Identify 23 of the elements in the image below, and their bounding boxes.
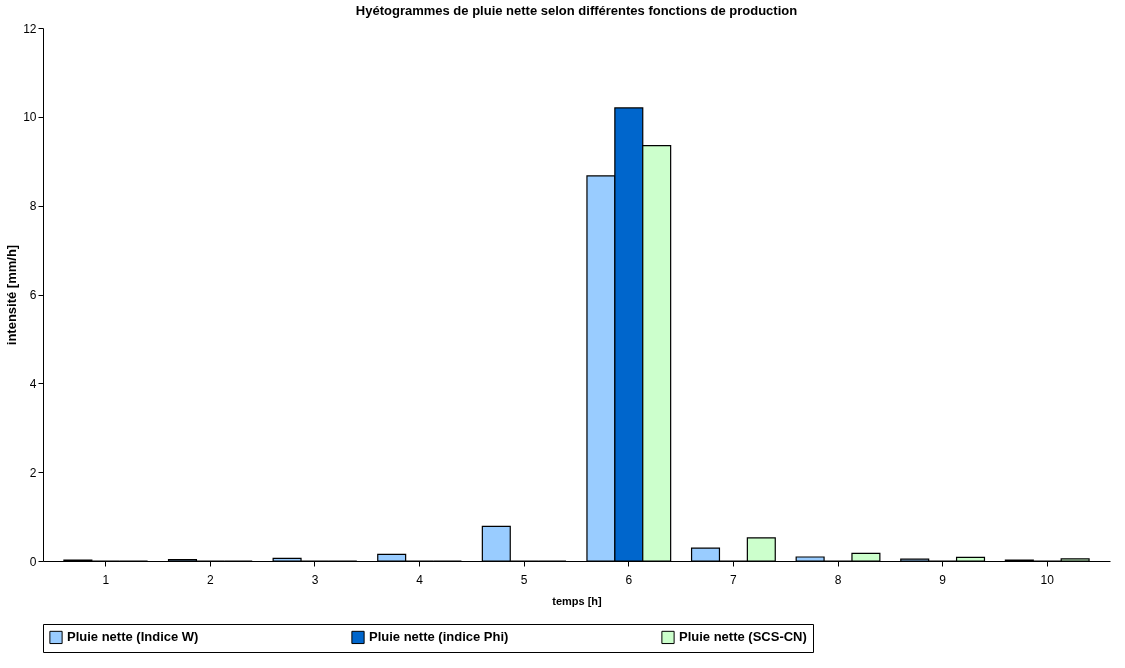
y-tick-label: 12 (23, 21, 37, 36)
legend-label: Pluie nette (SCS-CN) (679, 629, 807, 645)
x-tick-label: 7 (730, 572, 738, 587)
y-tick-label: 6 (29, 288, 37, 302)
x-tick-label: 3 (311, 572, 319, 587)
x-tick-label: 6 (625, 572, 633, 587)
y-axis-title: intensité [mm/h] (4, 244, 20, 346)
x-tick-label: 8 (834, 572, 842, 587)
chart-title: Hyétogrammes de pluie nette selon différentes fonctions de production (355, 3, 798, 18)
x-tick-label: 1 (102, 572, 110, 587)
y-tick-label: 4 (29, 376, 37, 391)
x-tick-label: 4 (416, 572, 424, 587)
x-tick-label: 2 (207, 572, 215, 587)
legend-label: Pluie nette (indice Phi) (369, 629, 509, 645)
y-tick-label: 0 (29, 554, 37, 569)
y-tick-label: 8 (29, 199, 37, 214)
y-tick-label: 2 (29, 465, 37, 480)
x-tick-label: 5 (520, 572, 528, 587)
x-tick-label: 9 (939, 572, 947, 587)
y-tick-label: 10 (23, 110, 37, 125)
x-axis-title: temps [h] (552, 594, 603, 607)
x-tick-label: 10 (1040, 572, 1055, 587)
legend-label: Pluie nette (Indice W) (67, 629, 199, 645)
